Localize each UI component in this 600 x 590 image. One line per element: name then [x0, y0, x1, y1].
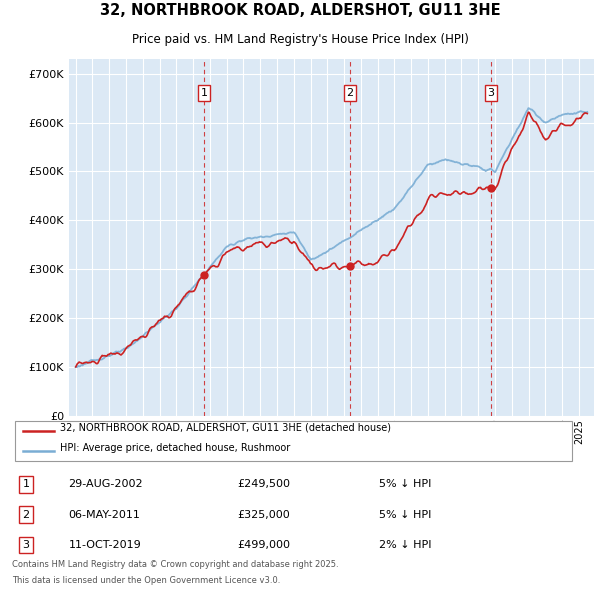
Text: 2% ↓ HPI: 2% ↓ HPI [379, 540, 431, 550]
Text: £499,000: £499,000 [238, 540, 290, 550]
Text: 06-MAY-2011: 06-MAY-2011 [68, 510, 140, 520]
Text: 32, NORTHBROOK ROAD, ALDERSHOT, GU11 3HE: 32, NORTHBROOK ROAD, ALDERSHOT, GU11 3HE [100, 3, 500, 18]
Text: 29-AUG-2002: 29-AUG-2002 [68, 480, 143, 489]
Text: 3: 3 [23, 540, 29, 550]
Text: 11-OCT-2019: 11-OCT-2019 [68, 540, 141, 550]
Text: 5% ↓ HPI: 5% ↓ HPI [379, 480, 431, 489]
Text: £249,500: £249,500 [238, 480, 290, 489]
Text: This data is licensed under the Open Government Licence v3.0.: This data is licensed under the Open Gov… [12, 576, 280, 585]
Text: 2: 2 [23, 510, 29, 520]
Text: Contains HM Land Registry data © Crown copyright and database right 2025.: Contains HM Land Registry data © Crown c… [12, 560, 338, 569]
Text: 3: 3 [488, 88, 494, 98]
Text: 32, NORTHBROOK ROAD, ALDERSHOT, GU11 3HE (detached house): 32, NORTHBROOK ROAD, ALDERSHOT, GU11 3HE… [60, 422, 391, 432]
Text: 5% ↓ HPI: 5% ↓ HPI [379, 510, 431, 520]
Text: £325,000: £325,000 [238, 510, 290, 520]
Text: Price paid vs. HM Land Registry's House Price Index (HPI): Price paid vs. HM Land Registry's House … [131, 32, 469, 45]
FancyBboxPatch shape [15, 421, 572, 461]
Text: 1: 1 [23, 480, 29, 489]
Text: HPI: Average price, detached house, Rushmoor: HPI: Average price, detached house, Rush… [60, 442, 290, 453]
Text: 2: 2 [346, 88, 353, 98]
Text: 1: 1 [200, 88, 208, 98]
